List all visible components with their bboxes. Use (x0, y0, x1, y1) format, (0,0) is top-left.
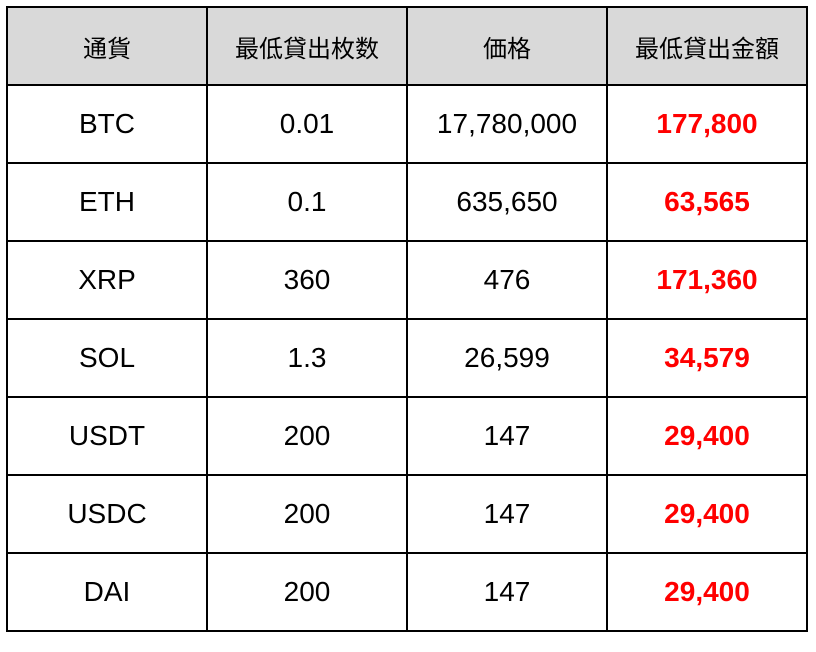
cell-min-amount: 177,800 (606, 84, 808, 164)
cell-currency: BTC (6, 84, 208, 164)
cell-min-amount: 29,400 (606, 396, 808, 476)
cell-min-quantity: 200 (206, 552, 408, 632)
cell-price: 147 (406, 396, 608, 476)
cell-price: 26,599 (406, 318, 608, 398)
table-row: DAI 200 147 29,400 (6, 552, 808, 632)
table-row: XRP 360 476 171,360 (6, 240, 808, 320)
table-row: SOL 1.3 26,599 34,579 (6, 318, 808, 398)
cell-min-amount: 63,565 (606, 162, 808, 242)
header-min-quantity: 最低貸出枚数 (206, 6, 408, 86)
cell-price: 147 (406, 552, 608, 632)
cell-min-quantity: 200 (206, 396, 408, 476)
cell-min-quantity: 1.3 (206, 318, 408, 398)
cell-currency: SOL (6, 318, 208, 398)
cell-min-quantity: 0.1 (206, 162, 408, 242)
cell-price: 476 (406, 240, 608, 320)
cell-currency: DAI (6, 552, 208, 632)
cell-currency: USDC (6, 474, 208, 554)
table-row: ETH 0.1 635,650 63,565 (6, 162, 808, 242)
lending-table-container: 通貨 最低貸出枚数 価格 最低貸出金額 BTC 0.01 17,780,000 … (6, 6, 808, 632)
cell-min-amount: 29,400 (606, 552, 808, 632)
cell-price: 147 (406, 474, 608, 554)
lending-minimums-table: 通貨 最低貸出枚数 価格 最低貸出金額 BTC 0.01 17,780,000 … (6, 6, 808, 632)
cell-price: 635,650 (406, 162, 608, 242)
header-price: 価格 (406, 6, 608, 86)
cell-min-amount: 29,400 (606, 474, 808, 554)
cell-min-amount: 171,360 (606, 240, 808, 320)
table-row: BTC 0.01 17,780,000 177,800 (6, 84, 808, 164)
table-row: USDC 200 147 29,400 (6, 474, 808, 554)
cell-min-amount: 34,579 (606, 318, 808, 398)
header-min-amount: 最低貸出金額 (606, 6, 808, 86)
cell-min-quantity: 0.01 (206, 84, 408, 164)
table-header-row: 通貨 最低貸出枚数 価格 最低貸出金額 (6, 6, 808, 86)
cell-min-quantity: 360 (206, 240, 408, 320)
header-currency: 通貨 (6, 6, 208, 86)
cell-currency: XRP (6, 240, 208, 320)
cell-price: 17,780,000 (406, 84, 608, 164)
cell-currency: ETH (6, 162, 208, 242)
table-row: USDT 200 147 29,400 (6, 396, 808, 476)
cell-currency: USDT (6, 396, 208, 476)
cell-min-quantity: 200 (206, 474, 408, 554)
